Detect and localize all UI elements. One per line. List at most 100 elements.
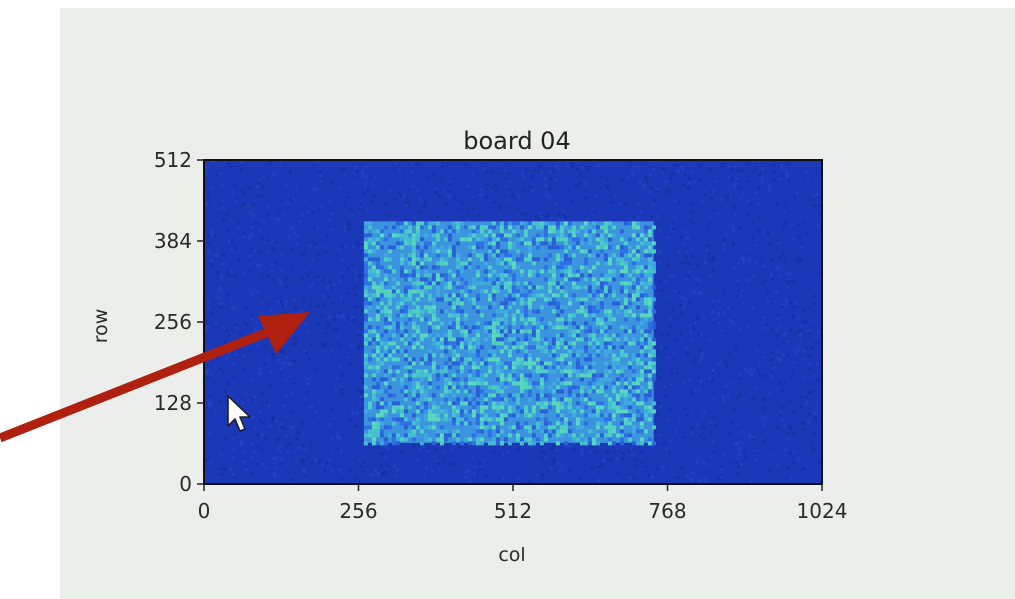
noise-pixel (787, 179, 791, 183)
hot-pixel (495, 437, 500, 442)
hot-pixel (587, 441, 592, 446)
noise-pixel (625, 176, 629, 180)
hot-pixel (583, 249, 588, 254)
noise-pixel (711, 379, 715, 383)
noise-pixel (702, 385, 706, 388)
noise-pixel (241, 367, 245, 371)
hot-pixel (559, 377, 564, 382)
noise-pixel (721, 162, 725, 166)
hot-pixel (463, 333, 468, 338)
noise-pixel (292, 381, 296, 385)
noise-pixel (332, 417, 336, 421)
hot-pixel (419, 369, 424, 374)
hot-pixel (543, 265, 548, 270)
hot-pixel (407, 341, 412, 346)
noise-pixel (293, 342, 297, 346)
hot-pixel (479, 417, 484, 422)
hot-pixel (459, 345, 464, 350)
hot-pixel (491, 249, 496, 254)
hot-pixel (463, 265, 468, 270)
hot-pixel (455, 309, 460, 314)
hot-pixel (503, 397, 508, 402)
hot-pixel (575, 237, 580, 242)
noise-pixel (808, 362, 812, 366)
hot-pixel (607, 341, 612, 346)
hot-pixel (467, 257, 472, 262)
hot-pixel (599, 317, 604, 322)
hot-pixel (371, 353, 376, 358)
hot-pixel (479, 345, 484, 350)
noise-pixel (558, 469, 562, 472)
hot-pixel (439, 393, 444, 398)
hot-pixel (379, 309, 384, 314)
hot-pixel (619, 285, 624, 290)
hot-pixel (571, 413, 576, 418)
hot-pixel (523, 341, 528, 346)
hot-pixel (375, 421, 380, 426)
noise-pixel (544, 193, 548, 197)
noise-pixel (771, 421, 775, 425)
noise-pixel (538, 217, 542, 221)
hot-pixel (403, 273, 408, 278)
hot-pixel (467, 261, 472, 266)
hot-pixel (579, 309, 584, 314)
noise-pixel (752, 435, 755, 439)
hot-pixel (643, 301, 648, 306)
noise-pixel (775, 202, 779, 206)
hot-pixel (403, 289, 408, 294)
noise-pixel (294, 305, 297, 309)
hot-pixel (627, 329, 632, 334)
hot-pixel (431, 369, 436, 374)
hot-pixel (443, 277, 448, 282)
noise-pixel (683, 303, 687, 307)
hot-pixel (643, 249, 648, 254)
noise-pixel (209, 258, 213, 262)
noise-pixel (656, 313, 660, 317)
noise-pixel (355, 170, 359, 174)
noise-pixel (801, 427, 805, 431)
noise-pixel (732, 185, 736, 189)
noise-pixel (739, 463, 743, 467)
hot-pixel (551, 297, 556, 302)
hot-pixel (519, 425, 524, 430)
hot-pixel (567, 257, 572, 262)
noise-pixel (776, 266, 780, 270)
hot-pixel (559, 405, 564, 410)
hot-pixel (367, 417, 372, 422)
noise-pixel (722, 396, 726, 400)
hot-pixel (431, 409, 436, 414)
noise-pixel (800, 245, 804, 249)
hot-pixel (635, 401, 640, 406)
hot-pixel (451, 357, 456, 362)
hot-pixel (587, 313, 592, 318)
hot-pixel (543, 229, 548, 234)
hot-pixel (503, 237, 508, 242)
hot-pixel (579, 433, 584, 438)
noise-pixel (672, 227, 675, 231)
hot-pixel (539, 241, 544, 246)
noise-pixel (762, 416, 766, 420)
hot-pixel (575, 369, 580, 374)
hot-pixel (567, 297, 572, 302)
noise-pixel (809, 390, 813, 394)
hot-pixel (387, 433, 392, 438)
hot-pixel (647, 261, 652, 266)
hot-pixel (363, 253, 368, 258)
noise-pixel (692, 221, 696, 225)
noise-pixel (755, 368, 759, 372)
hot-pixel (435, 413, 440, 418)
hot-pixel (443, 337, 448, 342)
hot-pixel (575, 405, 580, 410)
noise-pixel (517, 476, 520, 480)
hot-pixel (495, 357, 500, 362)
hot-pixel (487, 237, 492, 242)
hot-pixel (643, 365, 648, 370)
noise-pixel (683, 345, 687, 349)
noise-pixel (711, 371, 715, 375)
hot-pixel (427, 305, 432, 310)
noise-pixel (336, 447, 340, 451)
noise-pixel (646, 474, 650, 478)
noise-pixel (579, 174, 583, 178)
hot-pixel (647, 305, 652, 310)
